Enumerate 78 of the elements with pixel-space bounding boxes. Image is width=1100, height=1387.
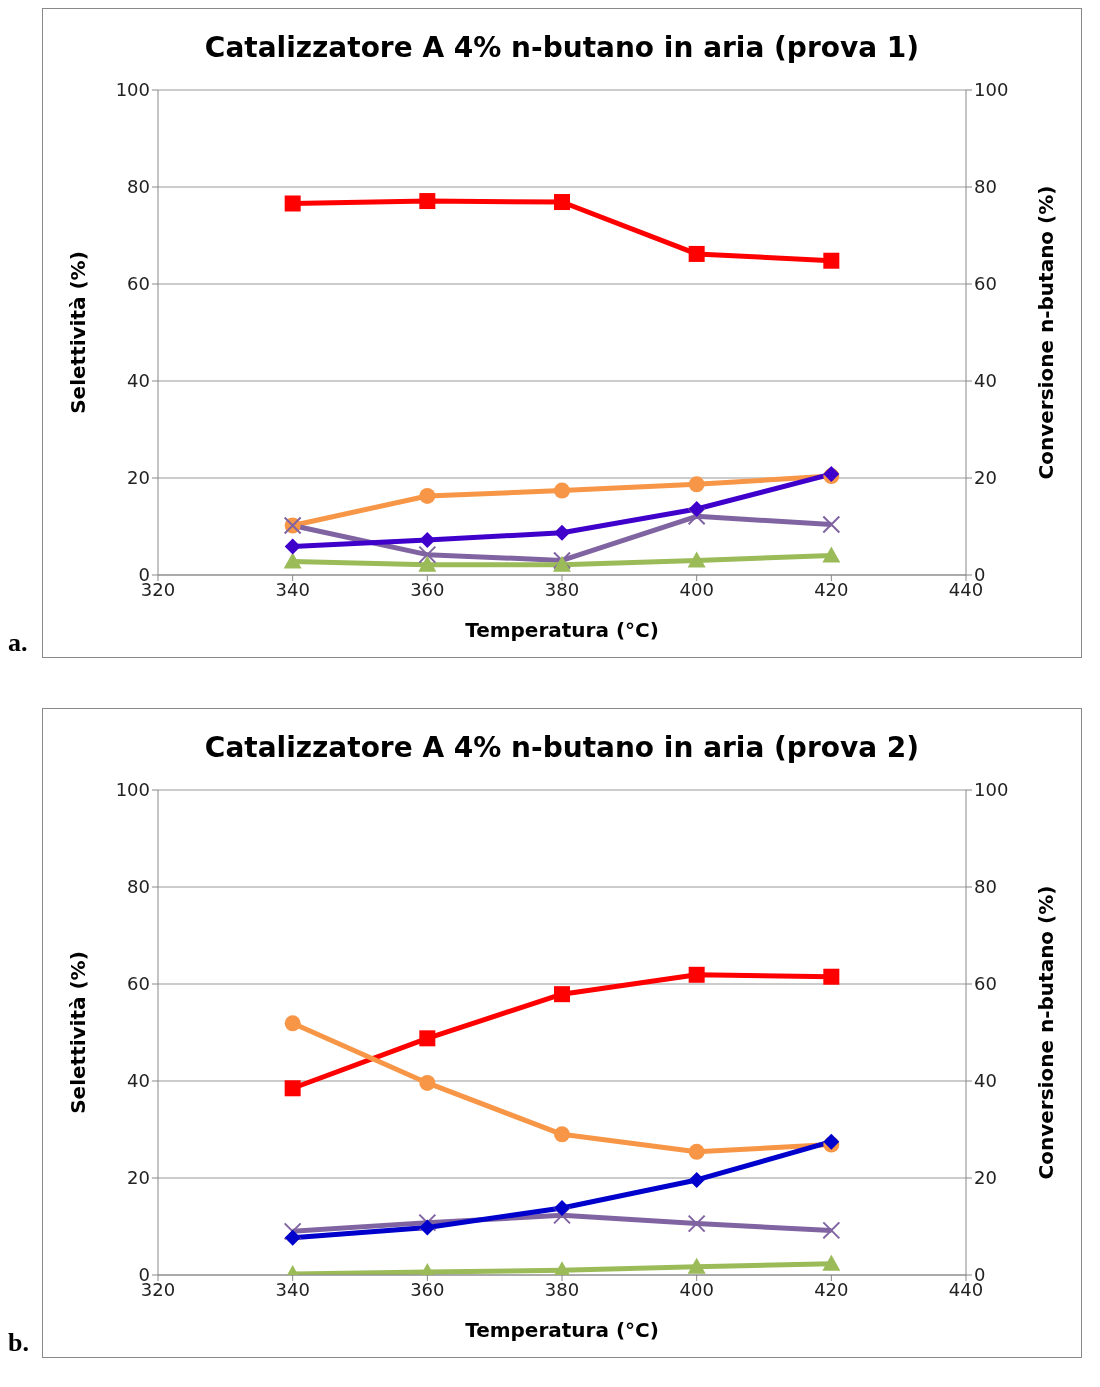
y2-tick-label: 80 [974,876,997,898]
y-tick-label: 20 [127,1167,150,1189]
point [419,1219,436,1236]
text: b. [8,1328,29,1358]
y-tick-label: 60 [127,973,150,995]
y2-tick-label: 100 [974,779,1009,801]
point [688,476,705,493]
y-axis-title: Selettività (%) [66,951,91,1114]
point [688,245,705,262]
y-tick-label: 80 [127,176,150,198]
point [688,501,705,518]
point [554,524,570,541]
text: a. [8,628,28,658]
point [554,482,570,499]
point [419,1030,436,1047]
point [284,1229,301,1246]
x-tick-label: 400 [679,1278,714,1300]
point [554,986,570,1003]
y2-tick-label: 20 [974,1167,997,1189]
point [418,555,437,572]
x-tick-label: 340 [275,578,310,600]
point [822,1254,841,1271]
point [419,532,436,549]
point [283,552,302,569]
point [553,555,571,572]
point [554,194,570,211]
x-tick-label: 420 [814,1278,849,1300]
point [687,507,706,526]
point [687,551,706,568]
point [822,546,841,563]
y2-tick-label: 60 [974,273,997,295]
x-tick-label: 380 [544,578,580,600]
y2-tick-label: 100 [974,79,1009,101]
point [688,1143,705,1160]
point [418,545,437,564]
point [688,966,705,983]
y2-axis-title: Conversione n-butano (%) [1034,185,1059,480]
y2-tick-label: 80 [974,176,997,198]
point [822,1221,841,1240]
y-tick-label: 40 [127,370,150,392]
point [284,538,301,555]
x-tick-label: 360 [410,578,445,600]
point [284,1080,301,1097]
x-axis-title: Temperatura (°C) [465,618,659,642]
y2-tick-label: 20 [974,467,997,489]
y2-axis-title: Conversione n-butano (%) [1034,885,1059,1180]
point [688,1171,705,1188]
point [283,1222,302,1241]
point [554,1126,570,1143]
x-tick-label: 360 [410,1278,445,1300]
y-axis-title: Selettività (%) [66,251,91,414]
x-tick-label: 380 [544,1278,580,1300]
y2-tick-label: 60 [974,973,997,995]
x-tick-label: 420 [814,578,849,600]
point [687,1214,706,1233]
point [823,968,840,985]
y-tick-label: 80 [127,876,150,898]
y2-tick-label: 40 [974,370,997,392]
point [554,1200,570,1217]
point [284,1015,301,1032]
point [687,1257,706,1274]
y-tick-label: 60 [127,273,150,295]
x-axis-title: Temperatura (°C) [465,1318,659,1342]
x-tick-label: 400 [679,578,714,600]
y-tick-label: 40 [127,1070,150,1092]
point [419,193,436,210]
point [419,1074,436,1091]
point [419,487,436,504]
x-tick-label: 340 [275,1278,310,1300]
y-tick-label: 100 [115,79,150,101]
point [823,252,840,269]
point [284,195,301,212]
chart-title: Catalizzatore A 4% n-butano in aria (prova 1) [203,31,921,66]
y2-tick-label: 40 [974,1070,997,1092]
point [822,515,841,534]
y-tick-label: 100 [115,779,150,801]
y-tick-label: 20 [127,467,150,489]
chart-title: Catalizzatore A 4% n-butano in aria (prova 2) [203,731,921,766]
